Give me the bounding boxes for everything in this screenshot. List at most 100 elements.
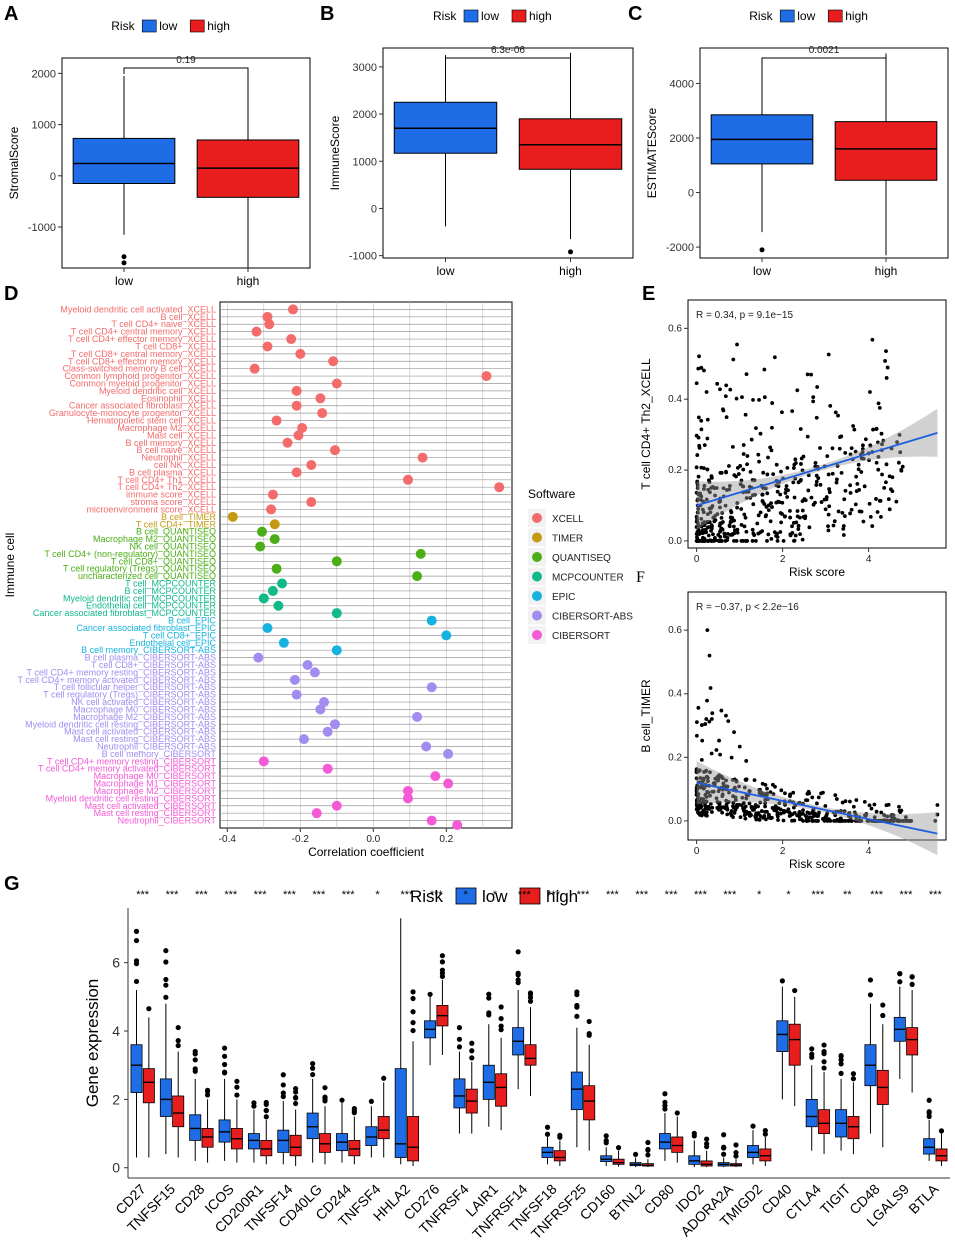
outlier-point [322,1094,328,1100]
scatter-point [882,813,887,818]
scatter-point [747,810,752,815]
outlier-point [603,1138,609,1144]
scatter-point [775,539,780,543]
correlation-point [402,793,413,804]
significance-mark: *** [224,889,238,901]
scatter-point [741,467,746,472]
scatter-point [868,514,873,519]
scatter-point [785,495,790,499]
scatter-point [721,486,726,491]
cell-label: T cell CD8+_CIBERSORT-ABS [91,660,216,670]
scatter-point [694,465,699,470]
outlier-point [721,1151,727,1157]
correlation-point [417,452,428,463]
correlation-point [317,408,328,419]
outlier-point [310,1071,316,1078]
scatter-point [758,431,763,436]
scatter-point [738,464,743,468]
outlier-point [310,1065,316,1071]
correlation-point [494,482,505,493]
correlation-point [266,504,277,515]
scatter-point [708,770,712,775]
scatter-point [896,460,901,465]
scatter-point [738,815,743,820]
scatter-point [737,784,741,789]
cell-label: microenvironment score_XCELL [86,504,216,514]
scatter-point [903,815,908,820]
outlier-point [280,1093,286,1100]
outlier-point [850,1071,857,1077]
scatter-point [694,733,699,738]
gene-box-high [818,1109,831,1134]
scatter-point [814,415,819,420]
correlation-point [415,548,426,559]
scatter-point [770,401,775,405]
scatter-point [777,801,782,805]
outlier-point [204,1092,211,1098]
scatter-point [884,480,888,485]
y-tick-label: 4000 [670,78,694,90]
scatter-point [721,805,726,810]
outlier-point [456,1036,463,1042]
scatter-point [700,535,705,540]
scatter-point [723,539,728,543]
scatter-point [805,372,810,377]
scatter-point [741,806,746,811]
outlier-point [645,1146,651,1153]
outlier-point [704,1141,710,1147]
scatter-point [898,810,903,815]
correlation-point [481,371,492,382]
scatter-point [852,810,857,815]
scatter-point [899,467,904,472]
legend-swatch-high [189,19,205,33]
scatter-point [720,521,724,525]
significance-mark: *** [283,889,297,901]
scatter-point [833,410,838,415]
scatter-point [877,405,882,410]
y-tick-label: 0.2 [668,465,682,476]
x-tick-label: -0.4 [219,834,237,845]
outlier-point [234,1078,240,1084]
scatter-point [876,440,880,445]
x-tick-label: 2 [780,846,786,857]
outlier-point [163,976,169,983]
significance-mark: *** [195,889,209,901]
cell-label: B cell_TIMER [161,512,217,522]
scatter-point [814,483,819,487]
correlation-point [443,778,454,789]
scatter-point [824,495,829,499]
scatter-point [697,443,702,448]
scatter-point [861,519,866,524]
cell-label: Cancer associated fibroblast_EPIC [76,623,216,633]
gene-box-high [377,1116,390,1140]
scatter-point [714,748,719,752]
scatter-point [838,816,843,821]
outlier-point [750,1123,756,1129]
scatter-point [727,524,732,529]
legend-key-dot [532,591,542,601]
legend-swatch-high [511,9,527,23]
scatter-point [859,819,864,823]
scatter-point [700,539,705,543]
scatter-point [876,401,881,406]
scatter-point [718,387,722,392]
correlation-point [331,645,342,656]
scatter-point [718,752,722,757]
outlier-point [762,1131,768,1137]
correlation-point [286,334,297,345]
gene-label: BTLA [905,1180,942,1217]
scatter-point [800,508,805,513]
scatter-point [778,492,783,497]
scatter-point [798,427,803,431]
scatter-point [734,474,738,479]
outlier-point [733,1149,739,1156]
scatter-point [734,779,739,783]
scatter-point [771,472,776,477]
scatter-point [776,818,780,822]
scatter-point [774,808,779,813]
y-axis-label: B cell_TIMER [639,679,653,753]
correlation-point [297,422,308,433]
scatter-point [791,805,796,810]
correlation-point [295,348,306,359]
cell-label: B cell memory_CIBERSORT [102,749,217,759]
